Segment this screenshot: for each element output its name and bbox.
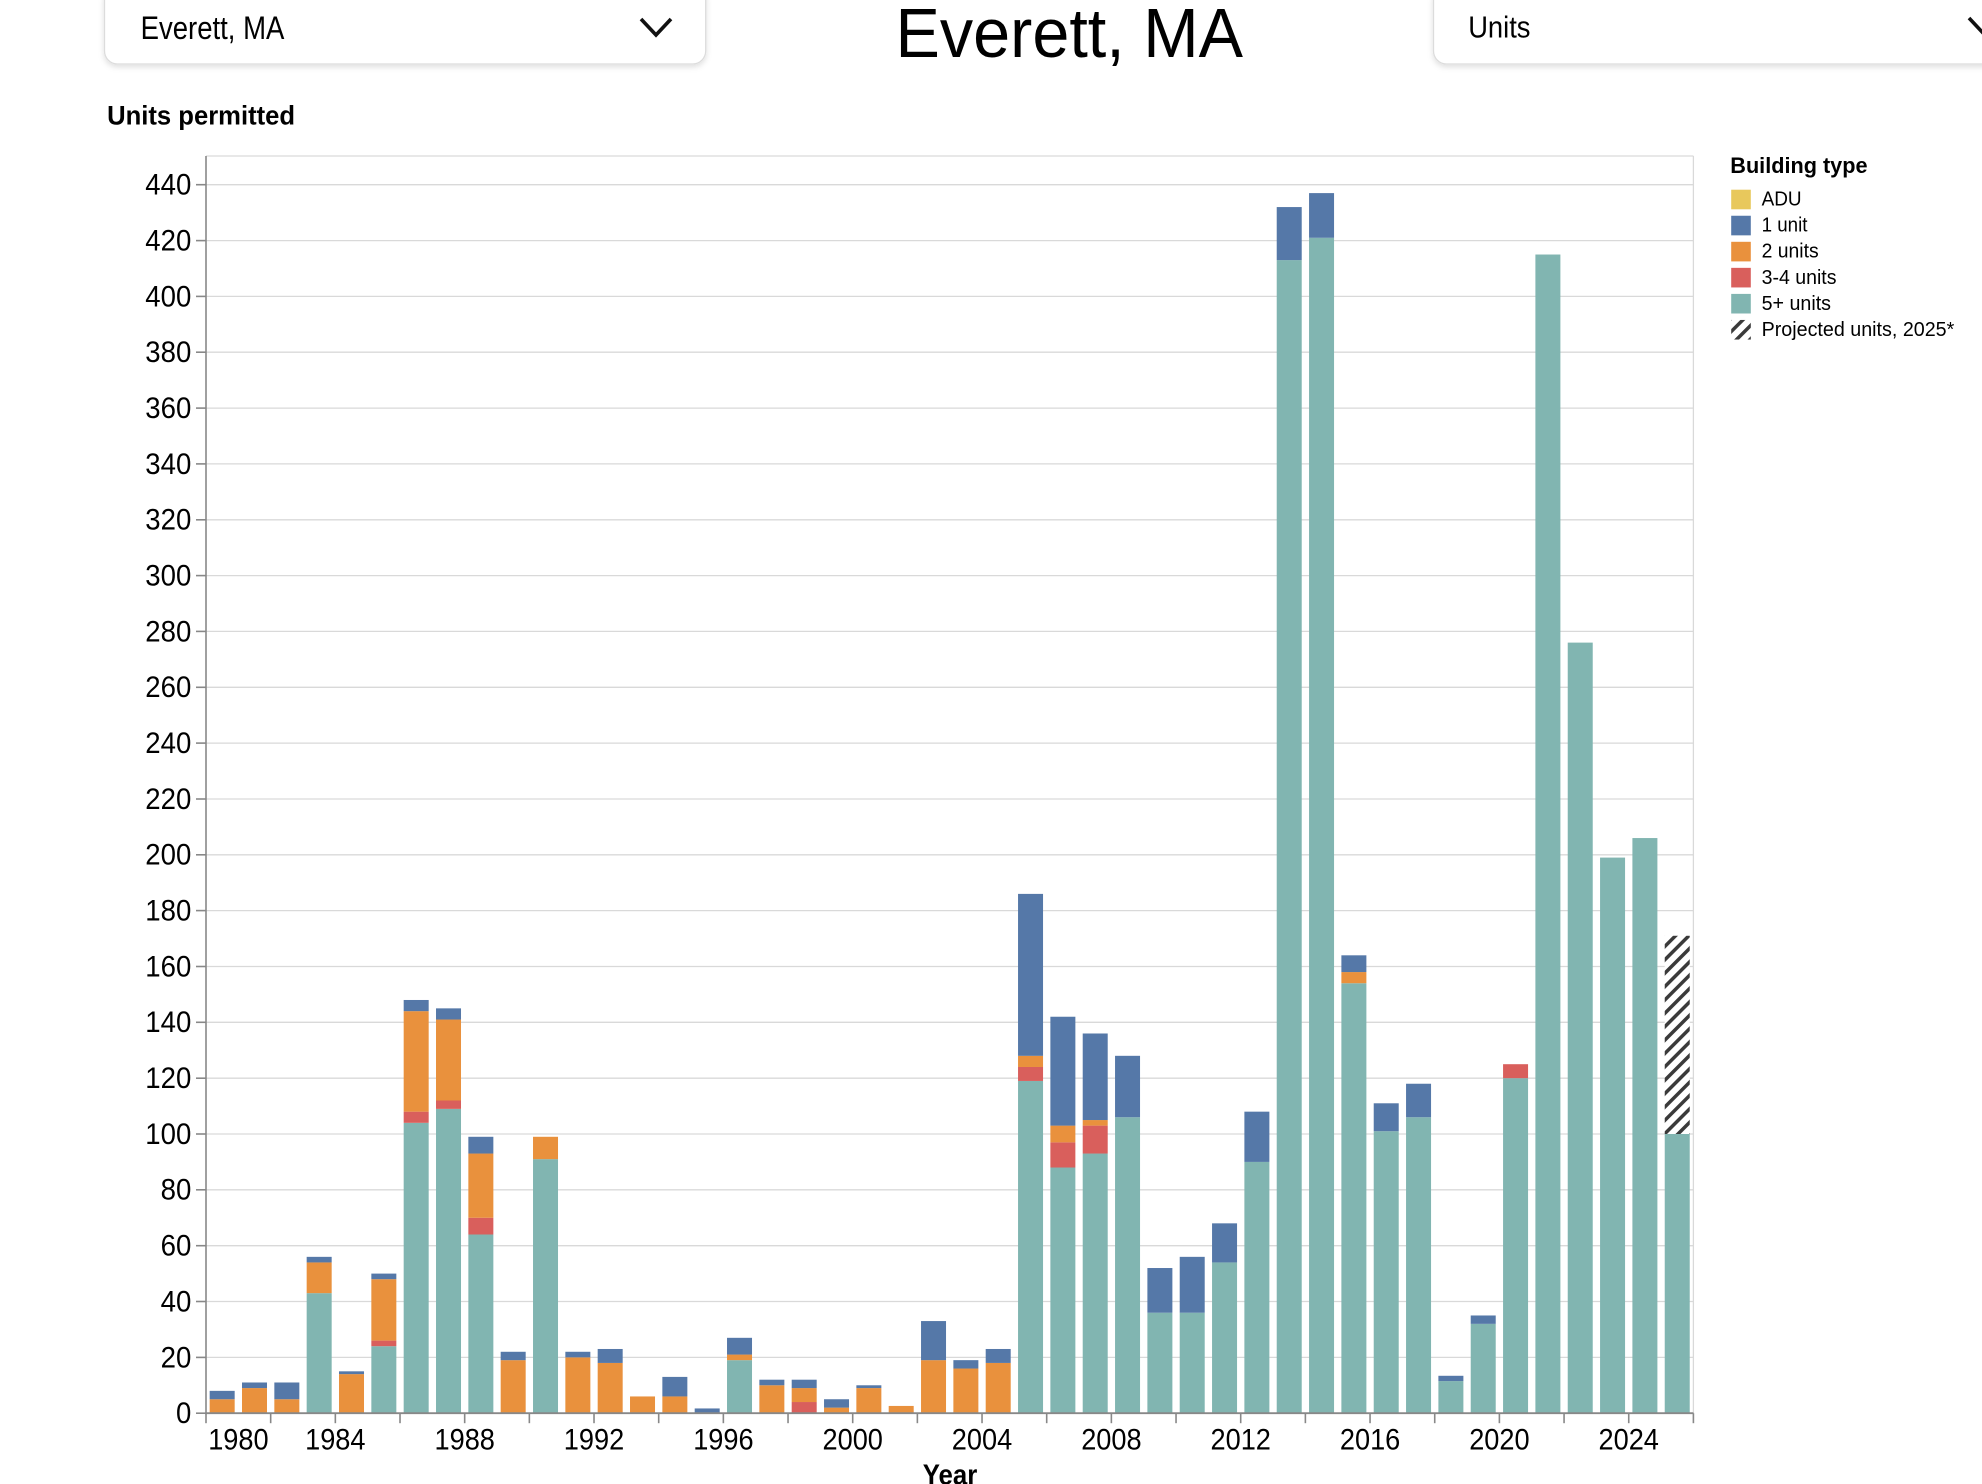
svg-text:1996: 1996 <box>693 1424 753 1457</box>
svg-text:1980: 1980 <box>208 1424 268 1457</box>
svg-text:320: 320 <box>145 504 191 537</box>
svg-text:20: 20 <box>161 1341 192 1374</box>
svg-text:Units permitted: Units permitted <box>107 100 295 130</box>
svg-text:1 unit: 1 unit <box>1762 215 1808 237</box>
svg-text:2 units: 2 units <box>1762 241 1819 263</box>
svg-text:40: 40 <box>161 1285 192 1318</box>
svg-text:400: 400 <box>145 280 191 313</box>
svg-text:100: 100 <box>145 1118 191 1151</box>
svg-text:1984: 1984 <box>305 1424 365 1457</box>
svg-text:440: 440 <box>145 169 191 202</box>
svg-text:ADU: ADU <box>1762 189 1802 211</box>
svg-text:140: 140 <box>145 1006 191 1039</box>
svg-text:60: 60 <box>161 1230 192 1263</box>
svg-text:2024: 2024 <box>1599 1424 1659 1457</box>
svg-text:2020: 2020 <box>1469 1424 1529 1457</box>
svg-text:2012: 2012 <box>1211 1424 1271 1457</box>
svg-text:260: 260 <box>145 671 191 704</box>
svg-text:2008: 2008 <box>1081 1424 1141 1457</box>
svg-text:240: 240 <box>145 727 191 760</box>
svg-text:300: 300 <box>145 560 191 593</box>
svg-text:180: 180 <box>145 895 191 928</box>
svg-text:1992: 1992 <box>564 1424 624 1457</box>
svg-text:Everett, MA: Everett, MA <box>896 0 1244 72</box>
svg-text:220: 220 <box>145 783 191 816</box>
svg-text:Building type: Building type <box>1730 153 1867 178</box>
svg-text:1988: 1988 <box>435 1424 495 1457</box>
svg-text:340: 340 <box>145 448 191 481</box>
svg-text:3-4 units: 3-4 units <box>1762 267 1837 289</box>
svg-text:2016: 2016 <box>1340 1424 1400 1457</box>
svg-text:2000: 2000 <box>823 1424 883 1457</box>
svg-text:5+ units: 5+ units <box>1762 293 1831 315</box>
svg-text:160: 160 <box>145 950 191 983</box>
svg-text:80: 80 <box>161 1174 192 1207</box>
svg-text:2004: 2004 <box>952 1424 1012 1457</box>
svg-text:Projected units, 2025*: Projected units, 2025* <box>1762 319 1955 341</box>
svg-text:380: 380 <box>145 336 191 369</box>
svg-text:Units: Units <box>1468 9 1530 44</box>
svg-text:Year: Year <box>923 1459 978 1484</box>
svg-text:200: 200 <box>145 839 191 872</box>
svg-text:420: 420 <box>145 225 191 258</box>
svg-text:360: 360 <box>145 392 191 425</box>
svg-text:120: 120 <box>145 1062 191 1095</box>
svg-text:0: 0 <box>176 1397 191 1430</box>
svg-text:Everett, MA: Everett, MA <box>141 9 285 46</box>
svg-text:280: 280 <box>145 615 191 648</box>
